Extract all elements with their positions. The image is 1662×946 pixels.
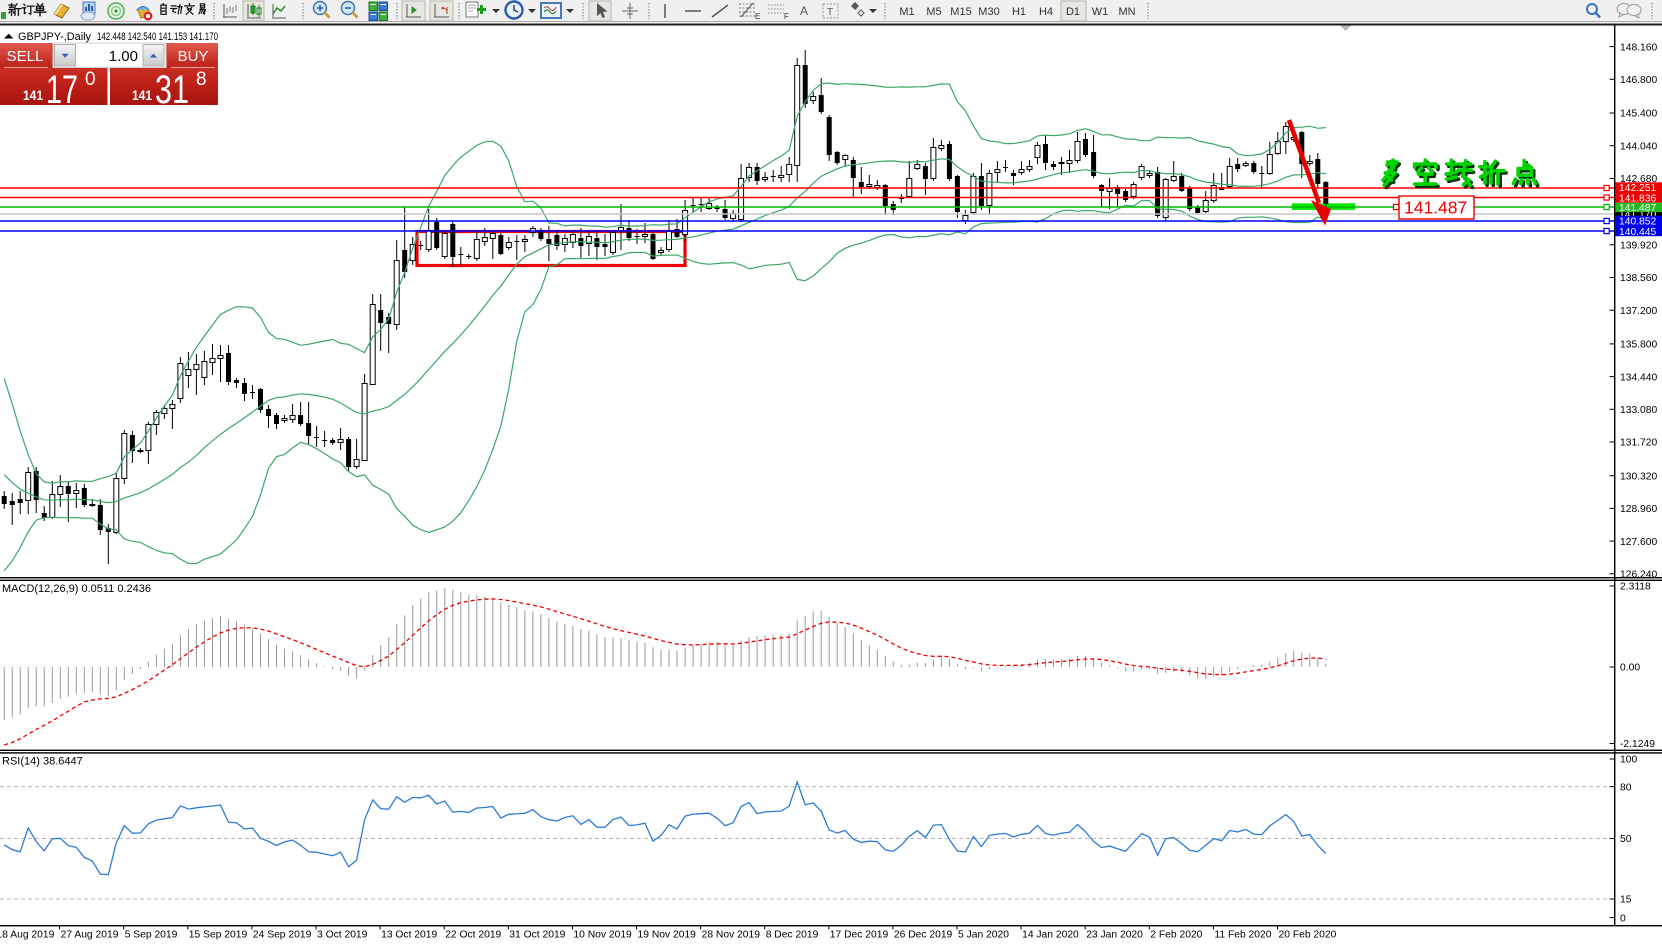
svg-text:145.400: 145.400 [1620,109,1657,120]
svg-text:146.800: 146.800 [1620,75,1657,86]
svg-text:22 Oct 2019: 22 Oct 2019 [445,930,501,941]
svg-text:23 Jan 2020: 23 Jan 2020 [1086,930,1143,941]
svg-text:15: 15 [1620,895,1632,906]
svg-text:31 Oct 2019: 31 Oct 2019 [509,930,565,941]
svg-text:M15: M15 [950,6,971,18]
svg-text:8: 8 [196,69,207,90]
svg-text:28 Nov 2019: 28 Nov 2019 [702,930,761,941]
svg-text:3 Oct 2019: 3 Oct 2019 [317,930,368,941]
svg-text:GBPJPY-,Daily: GBPJPY-,Daily [18,31,91,43]
svg-text:15 Sep 2019: 15 Sep 2019 [189,930,248,941]
svg-text:H1: H1 [1012,6,1026,18]
svg-text:F: F [784,12,789,21]
svg-text:5 Sep 2019: 5 Sep 2019 [125,930,178,941]
svg-text:T: T [827,7,833,18]
svg-text:2 Feb 2020: 2 Feb 2020 [1150,930,1202,941]
svg-text:0: 0 [1620,913,1626,924]
svg-text:19 Nov 2019: 19 Nov 2019 [638,930,697,941]
svg-text:31: 31 [155,68,189,112]
svg-text:141.836: 141.836 [1619,193,1656,204]
svg-text:MN: MN [1118,6,1135,18]
svg-text:128.960: 128.960 [1620,504,1657,515]
svg-text:142.680: 142.680 [1620,174,1657,185]
svg-text:H4: H4 [1039,6,1053,18]
svg-text:26 Dec 2019: 26 Dec 2019 [894,930,953,941]
svg-text:137.200: 137.200 [1620,306,1657,317]
svg-text:80: 80 [1620,782,1632,793]
svg-text:141.487: 141.487 [1619,203,1656,214]
svg-text:14 Jan 2020: 14 Jan 2020 [1022,930,1079,941]
svg-text:-2.1249: -2.1249 [1620,739,1655,750]
svg-text:27 Aug 2019: 27 Aug 2019 [61,930,119,941]
svg-text:2.3118: 2.3118 [1620,582,1651,593]
svg-text:141: 141 [132,88,152,103]
svg-text:11 Feb 2020: 11 Feb 2020 [1214,930,1271,941]
svg-text:140.852: 140.852 [1619,217,1656,228]
svg-text:8 Dec 2019: 8 Dec 2019 [766,930,819,941]
svg-text:M30: M30 [978,6,999,18]
svg-text:130.320: 130.320 [1620,471,1657,482]
svg-text:142.448 142.540 141.153 141.17: 142.448 142.540 141.153 141.170 [97,31,218,43]
svg-text:127.600: 127.600 [1620,537,1657,548]
svg-text:MACD(12,26,9) 0.0511 0.2436: MACD(12,26,9) 0.0511 0.2436 [2,583,151,595]
svg-text:17 Dec 2019: 17 Dec 2019 [830,930,889,941]
svg-text:17: 17 [46,68,78,112]
svg-text:1.00: 1.00 [109,48,138,65]
svg-text:13 Oct 2019: 13 Oct 2019 [381,930,437,941]
svg-text:139.920: 139.920 [1620,241,1657,252]
svg-text:20 Feb 2020: 20 Feb 2020 [1279,930,1337,941]
svg-text:100: 100 [1620,755,1637,766]
svg-text:10 Nov 2019: 10 Nov 2019 [573,930,632,941]
svg-text:0: 0 [85,69,96,90]
svg-text:148.160: 148.160 [1620,42,1657,53]
svg-text:135.800: 135.800 [1620,340,1657,351]
svg-text:133.080: 133.080 [1620,405,1657,416]
svg-text:D1: D1 [1066,6,1080,18]
svg-text:M5: M5 [926,6,941,18]
svg-text:141.170: 141.170 [1619,210,1656,221]
svg-text:E: E [755,12,760,21]
svg-text:141: 141 [23,88,43,103]
svg-text:142.251: 142.251 [1619,183,1656,194]
svg-text:SELL: SELL [7,48,44,65]
svg-text:131.720: 131.720 [1620,438,1657,449]
svg-text:50: 50 [1620,834,1632,845]
svg-text:W1: W1 [1092,6,1109,18]
svg-text:134.440: 134.440 [1620,372,1657,383]
svg-text:140.445: 140.445 [1619,227,1656,238]
svg-text:M1: M1 [899,6,914,18]
svg-text:126.240: 126.240 [1620,570,1657,581]
svg-text:A: A [800,4,808,18]
svg-text:144.040: 144.040 [1620,141,1657,152]
svg-text:RSI(14) 38.6447: RSI(14) 38.6447 [2,756,83,768]
svg-text:24 Sep 2019: 24 Sep 2019 [253,930,312,941]
svg-text:BUY: BUY [178,48,209,65]
svg-text:0.00: 0.00 [1620,663,1640,674]
svg-text:18 Aug 2019: 18 Aug 2019 [0,930,55,941]
svg-text:5 Jan 2020: 5 Jan 2020 [958,930,1009,941]
svg-text:138.560: 138.560 [1620,273,1657,284]
svg-text:141.487: 141.487 [1404,198,1467,218]
